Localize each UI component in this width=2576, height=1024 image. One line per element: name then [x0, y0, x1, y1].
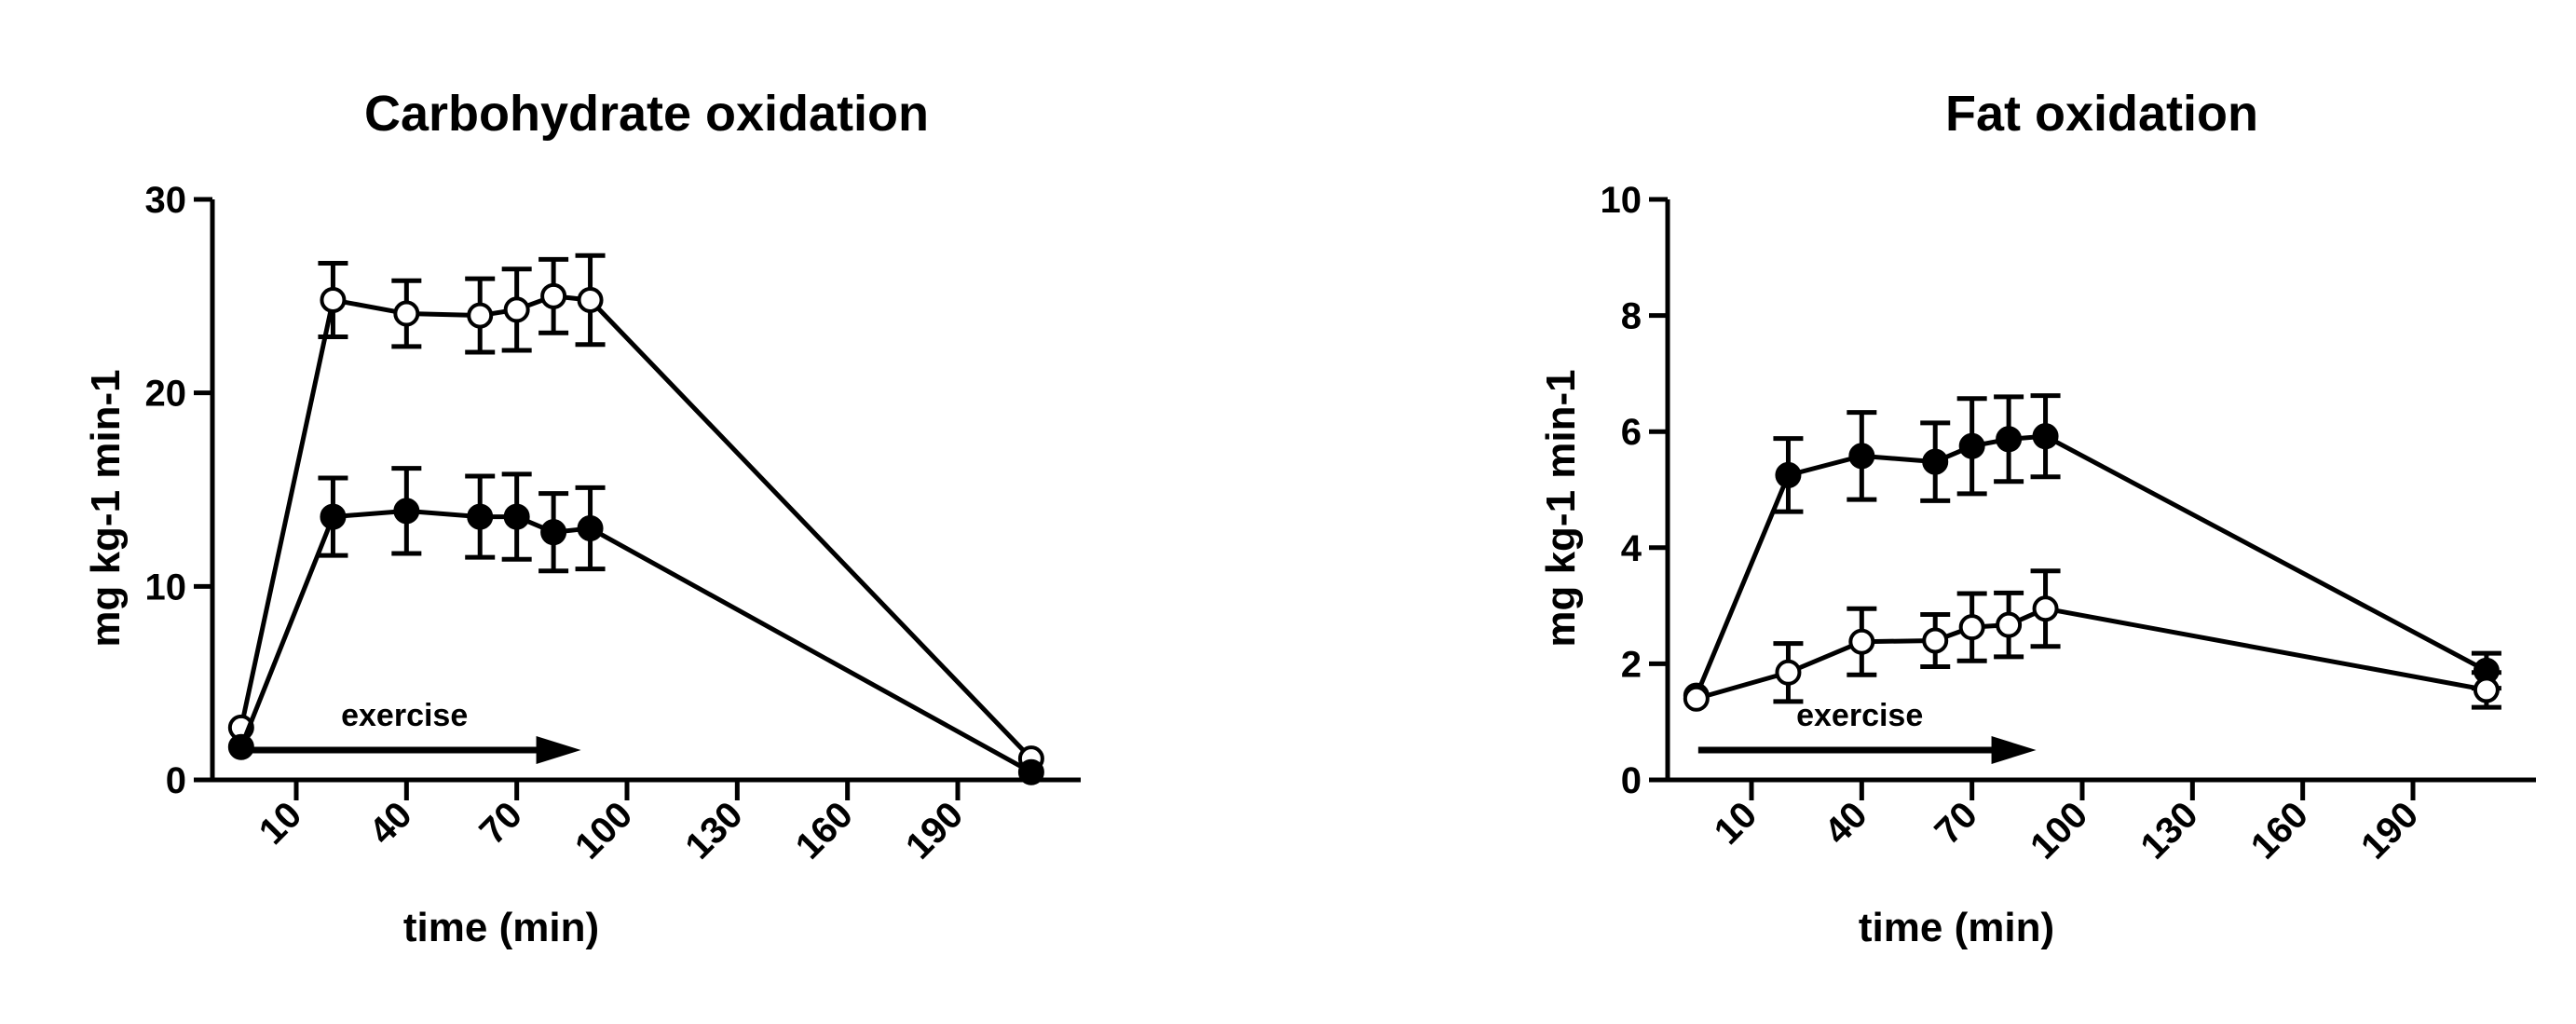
x-tick-label: 10 [1707, 794, 1765, 853]
data-point [503, 503, 530, 530]
exercise-arrow-head [1991, 736, 2037, 764]
x-tick-label: 160 [2243, 794, 2316, 867]
series-filled-circle [227, 466, 1044, 785]
data-point [2032, 423, 2059, 450]
data-point [1775, 461, 1802, 488]
chart-title: Carbohydrate oxidation [364, 86, 929, 142]
data-point [1848, 628, 1875, 655]
data-point [1683, 685, 1710, 712]
data-point [1017, 758, 1044, 785]
exercise-label: exercise [341, 698, 468, 733]
x-tick-label: 10 [252, 794, 310, 853]
y-tick-label: 20 [145, 374, 187, 415]
data-point [577, 515, 604, 542]
data-point [1996, 611, 2023, 638]
series-open-circle [227, 253, 1044, 772]
data-point [577, 286, 604, 313]
data-point [467, 503, 494, 530]
data-point [1848, 443, 1875, 470]
y-axis-label: mg kg-1 min-1 [83, 369, 129, 647]
fat-oxidation-panel: Fat oxidation time (min) mg kg-1 min-1 e… [1538, 86, 2536, 950]
data-point [540, 519, 567, 546]
y-tick-label: 10 [1601, 180, 1642, 221]
data-point [1922, 627, 1949, 654]
exercise-label: exercise [1796, 698, 1923, 733]
x-tick-label: 160 [788, 794, 861, 867]
y-tick-label: 2 [1621, 644, 1642, 685]
data-point [1958, 614, 1985, 641]
series-line [239, 294, 1033, 760]
y-tick-label: 30 [145, 180, 187, 221]
data-point [320, 286, 347, 313]
data-point [2032, 595, 2059, 622]
x-tick-label: 190 [2353, 794, 2426, 867]
y-tick-label: 0 [1621, 760, 1642, 801]
data-point [467, 302, 494, 329]
x-tick-label: 190 [898, 794, 971, 867]
data-point [1922, 448, 1949, 475]
exercise-arrow-head [536, 736, 581, 764]
data-point [393, 498, 420, 525]
data-point [227, 733, 254, 760]
carbohydrate-oxidation-panel: Carbohydrate oxidation time (min) mg kg-… [83, 86, 1081, 950]
y-tick-label: 10 [145, 567, 187, 608]
data-point [2473, 676, 2500, 703]
data-point [1958, 432, 1985, 459]
series-open-circle [1683, 568, 2501, 712]
data-point [393, 300, 420, 327]
y-axis-label: mg kg-1 min-1 [1538, 369, 1584, 647]
series-line [1696, 606, 2487, 702]
x-tick-label: 40 [1817, 794, 1875, 853]
x-axis-label: time (min) [1859, 905, 2054, 950]
y-tick-label: 8 [1621, 296, 1642, 337]
y-tick-label: 6 [1621, 412, 1642, 453]
x-axis-label: time (min) [403, 905, 599, 950]
x-tick-label: 70 [1927, 794, 1985, 853]
x-tick-label: 130 [677, 794, 750, 867]
data-point [1775, 659, 1802, 686]
x-tick-label: 130 [2133, 794, 2205, 867]
y-tick-label: 4 [1621, 528, 1642, 569]
chart-title: Fat oxidation [1945, 86, 2258, 142]
x-tick-label: 70 [471, 794, 530, 853]
data-point [540, 282, 567, 309]
y-tick-label: 0 [166, 760, 186, 801]
x-tick-label: 100 [567, 794, 640, 867]
x-tick-label: 40 [361, 794, 420, 853]
data-point [503, 296, 530, 323]
series-filled-circle [1683, 393, 2501, 709]
series-line [1694, 433, 2488, 697]
data-point [320, 503, 347, 530]
x-tick-label: 100 [2023, 794, 2095, 867]
data-point [1996, 426, 2023, 453]
